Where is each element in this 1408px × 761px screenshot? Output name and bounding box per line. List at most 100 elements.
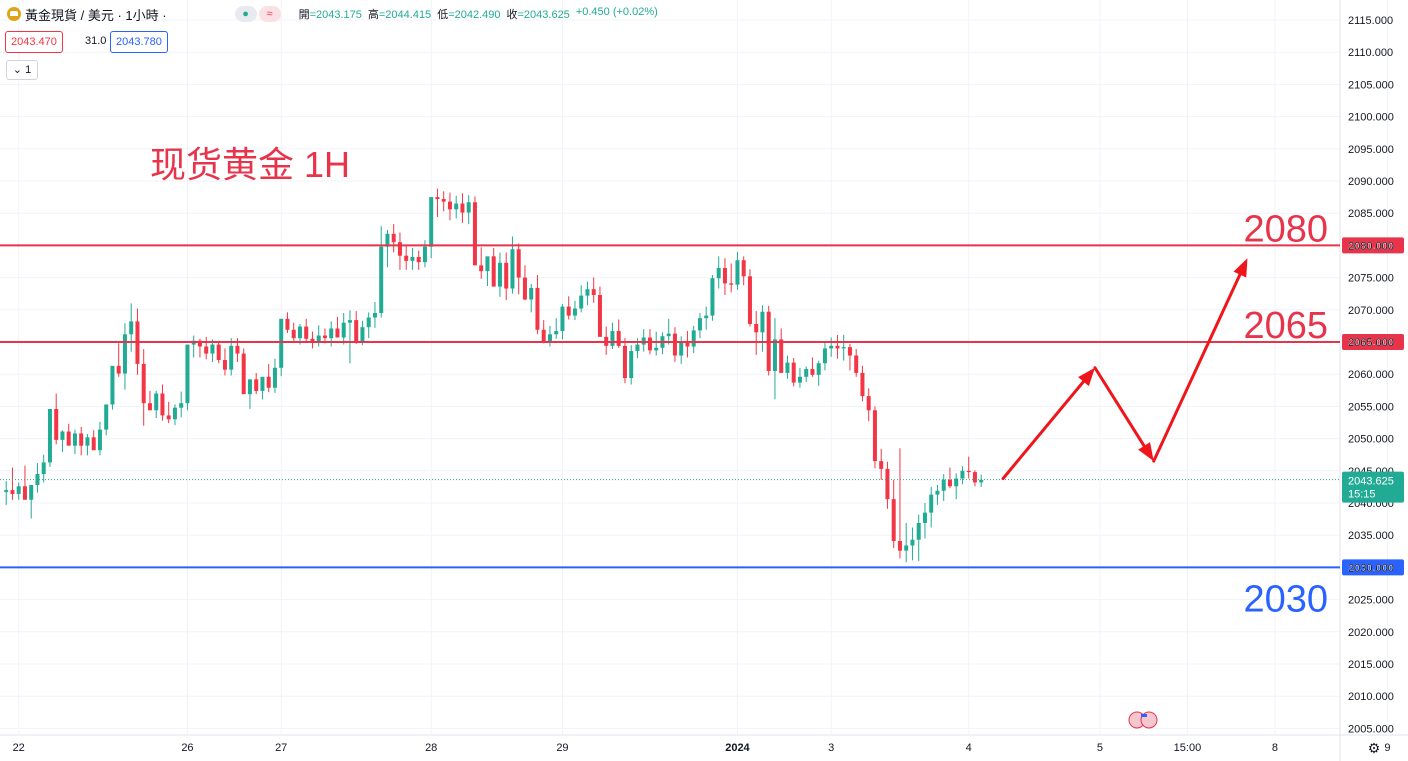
candle-up (341, 322, 346, 338)
candle-up (272, 367, 277, 388)
candle-down (741, 260, 746, 277)
low-value: =2042.490 (448, 9, 501, 21)
candle-down (91, 437, 96, 451)
forecast-arrow-head (1233, 258, 1248, 278)
candle-up (816, 363, 821, 375)
open-value: =2043.175 (309, 9, 362, 21)
price-levels: 2080.000 2080 2065.000 2065 2030.000 2030 (0, 208, 1404, 620)
time-tick-label: 29 (556, 742, 568, 754)
candle-up (922, 512, 927, 523)
candle-down (597, 294, 602, 337)
level-price-text: 2080.000 (1348, 240, 1394, 252)
price-tick-label: 2015.000 (1348, 659, 1394, 671)
candle-up (635, 344, 640, 352)
candle-down (197, 340, 202, 347)
candle-down (266, 376, 271, 388)
sell-button[interactable]: 2043.470 (5, 31, 63, 53)
candle-up (485, 256, 490, 272)
time-axis[interactable]: 22 26 27 28 29 2024 3 4 5 15:00 8 9 (13, 742, 1391, 754)
candle-down (472, 202, 477, 266)
price-tick-label: 2025.000 (1348, 595, 1394, 607)
forecast-arrow-head (1138, 442, 1154, 462)
ohlc-values: 開=2043.175 高=2044.415 低=2042.490 收=2043.… (299, 6, 658, 22)
candle-up (366, 317, 371, 328)
price-tick-label: 2080.000 (1348, 240, 1394, 252)
candle-up (47, 408, 52, 463)
gear-icon[interactable]: ⚙ (1367, 740, 1381, 756)
price-tick-label: 2095.000 (1348, 144, 1394, 156)
candle-down (810, 369, 815, 375)
time-tick-label: 4 (966, 742, 972, 754)
time-tick-label: 2024 (725, 742, 750, 754)
symbol-title[interactable]: 黃金現貨 / 美元 · 1小時 · (25, 7, 167, 23)
candle-up (110, 365, 115, 405)
candle-up (554, 331, 559, 335)
candle-down (79, 433, 84, 446)
price-tick-label: 2005.000 (1348, 723, 1394, 735)
chevron-down-icon: ⌄ (12, 64, 26, 76)
candle-up (916, 522, 921, 540)
market-open-icon[interactable]: ● (234, 6, 257, 22)
candle-down (304, 326, 309, 339)
chart-title: 现货黄金 1H (150, 144, 350, 185)
candle-down (866, 396, 871, 411)
candle-down (504, 262, 509, 289)
candle-up (610, 331, 615, 346)
price-axis[interactable]: 2115.000 2110.000 2105.000 2100.000 2095.000… (1348, 15, 1394, 735)
candle-down (22, 486, 27, 500)
price-tick-label: 2050.000 (1348, 434, 1394, 446)
candle-down (166, 415, 171, 420)
candle-up (822, 348, 827, 364)
candle-up (360, 327, 365, 342)
candle-down (291, 329, 296, 339)
close-value: =2043.625 (517, 9, 570, 21)
time-tick-label: 27 (275, 742, 287, 754)
low-label: 低 (437, 9, 449, 21)
candle-up (329, 328, 334, 339)
symbol-header: 黃金現貨 / 美元 · 1小時 · ● ≈ 開=2043.175 高=2044.… (0, 0, 658, 28)
candle-up (904, 545, 909, 551)
candle-down (516, 249, 521, 278)
candle-up (529, 287, 534, 300)
candle-up (97, 429, 102, 451)
candle-down (391, 233, 396, 243)
candle-up (829, 345, 834, 349)
candle-up (410, 256, 415, 261)
price-tick-label: 2030.000 (1348, 562, 1394, 574)
candle-up (454, 203, 459, 210)
time-tick-label: 15:00 (1174, 742, 1202, 754)
level-price-tag (1342, 237, 1404, 254)
candle-down (885, 468, 890, 500)
candle-down (441, 199, 446, 202)
candle-up (247, 379, 252, 395)
candle-up (785, 362, 790, 373)
candle-up (297, 326, 302, 339)
candle-up (954, 478, 959, 487)
forecast-arrow-head (1078, 367, 1095, 387)
candle-down (404, 255, 409, 261)
candle-up (154, 393, 159, 411)
price-tick-label: 2085.000 (1348, 208, 1394, 220)
time-tick-label: 5 (1097, 742, 1103, 754)
candle-up (279, 318, 284, 368)
candle-up (422, 246, 427, 263)
candle-up (760, 311, 765, 333)
data-delay-icon[interactable]: ≈ (258, 6, 281, 22)
candle-up (735, 260, 740, 285)
candle-up (935, 490, 940, 495)
candle-up (372, 313, 377, 318)
candle-down (397, 242, 402, 256)
candle-up (585, 289, 590, 296)
candle-up (979, 479, 984, 483)
candle-up (172, 407, 177, 420)
candle-down (216, 344, 221, 361)
candle-down (672, 333, 677, 356)
candle-down (10, 490, 15, 494)
gold-symbol-icon (7, 7, 21, 21)
candle-down (204, 346, 209, 354)
candle-down (872, 410, 877, 462)
us-flag-events-icon[interactable] (1128, 711, 1158, 729)
collapse-indicators-button[interactable]: ⌄ 1 (6, 60, 38, 80)
buy-button[interactable]: 2043.780 (110, 31, 168, 53)
